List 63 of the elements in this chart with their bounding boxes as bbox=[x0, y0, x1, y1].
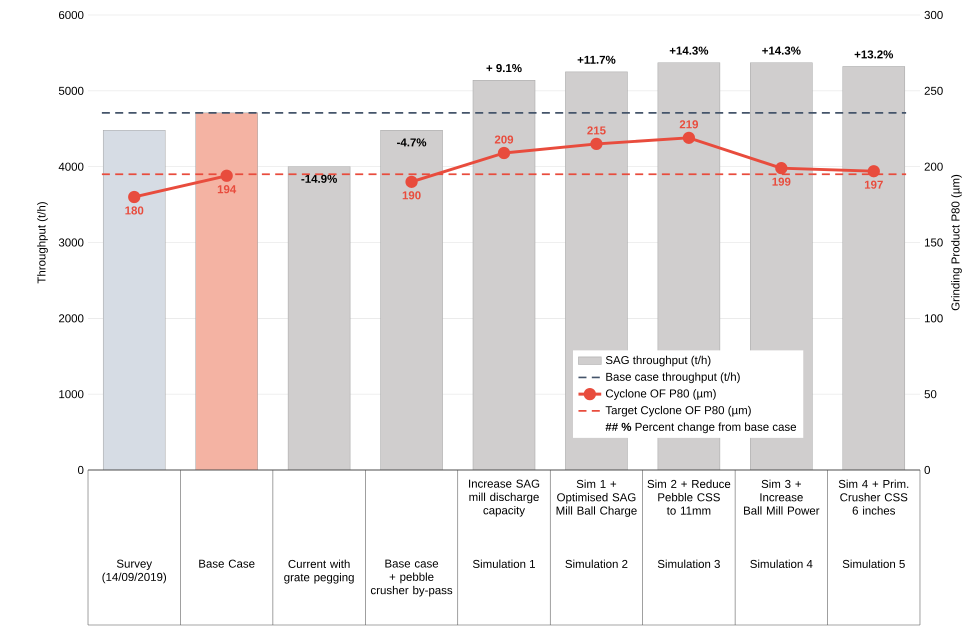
annotation: +13.2% bbox=[854, 50, 894, 58]
y2-tick-label: 200 bbox=[924, 162, 943, 171]
annotation: +14.3% bbox=[670, 46, 708, 55]
bar bbox=[472, 80, 536, 470]
y-tick-label: 1000 bbox=[59, 390, 84, 398]
text: Simulation 1 bbox=[472, 560, 535, 568]
annotation: ## % Percent change from base case bbox=[606, 422, 796, 434]
legend-label: Base case throughput (t/h) bbox=[606, 372, 740, 384]
text: Simulation 3 bbox=[658, 560, 720, 568]
x-tick-label: Increase SAG mill discharge capacity bbox=[469, 480, 540, 517]
annotation: -14.9% bbox=[301, 174, 337, 183]
y-tick-label: 3000 bbox=[58, 238, 84, 247]
y2-axis-title: Grinding Product P80 (µm) bbox=[951, 174, 962, 310]
data-label: 194 bbox=[218, 185, 236, 194]
point bbox=[128, 190, 140, 204]
x-tick-label: Sim 1 + Optimised SAG Mill Ball Charge bbox=[556, 480, 637, 517]
data-label: 215 bbox=[587, 126, 606, 134]
text: Simulation 4 bbox=[750, 560, 813, 568]
legend-label: Cyclone OF P80 (µm) bbox=[606, 389, 716, 400]
y2-tick-label: 150 bbox=[924, 238, 943, 247]
y-axis-title: Throughput (t/h) bbox=[37, 202, 48, 284]
x-tick-label: Base case + pebble crusher by-pass bbox=[370, 560, 452, 597]
y2-tick-label: 100 bbox=[924, 314, 943, 322]
bar bbox=[288, 166, 350, 470]
bar bbox=[380, 130, 443, 470]
point bbox=[868, 165, 880, 178]
y-tick-label: 6000 bbox=[59, 10, 84, 20]
y2-tick-label: 300 bbox=[924, 10, 943, 20]
data-label: 219 bbox=[680, 120, 698, 128]
y2-tick-label: 0 bbox=[924, 466, 930, 474]
y-tick-label: 2000 bbox=[59, 314, 84, 322]
data-label: 199 bbox=[772, 178, 790, 186]
legend-label: SAG throughput (t/h) bbox=[606, 356, 710, 366]
x-tick-label: Base Case bbox=[199, 560, 255, 568]
annotation: + 9.1% bbox=[486, 64, 522, 72]
text: Simulation 5 bbox=[842, 560, 905, 568]
point bbox=[498, 146, 510, 160]
annotation: +14.3% bbox=[762, 46, 801, 55]
y2-tick-label: 50 bbox=[924, 390, 936, 398]
bar bbox=[195, 112, 258, 470]
data-label: 209 bbox=[494, 135, 514, 144]
x-tick-label: Sim 4 + Prim. Crusher CSS 6 inches bbox=[838, 480, 908, 515]
y2-tick-label: 250 bbox=[924, 86, 943, 95]
data-label: 197 bbox=[864, 180, 883, 189]
point bbox=[682, 132, 696, 144]
y-tick-label: 4000 bbox=[58, 162, 84, 171]
data-label: 190 bbox=[402, 191, 421, 200]
bar bbox=[842, 66, 906, 470]
annotation: +11.7% bbox=[578, 56, 616, 64]
y-tick-label: 5000 bbox=[58, 86, 84, 95]
x-tick-label: Current with grate pegging bbox=[284, 560, 354, 584]
point bbox=[220, 170, 233, 182]
legend-label: Target Cyclone OF P80 (µm) bbox=[606, 406, 751, 417]
text: Simulation 2 bbox=[565, 560, 628, 568]
annotation: -4.7% bbox=[397, 138, 426, 146]
data-label: 180 bbox=[125, 206, 144, 215]
x-tick-label: Sim 3 + Increase Ball Mill Power bbox=[744, 480, 820, 515]
x-tick-label: Sim 2 + Reduce Pebble CSS to 11mm bbox=[648, 480, 730, 515]
point bbox=[405, 176, 418, 188]
y-tick-label: 0 bbox=[78, 466, 84, 474]
x-tick-label: Survey (14/09/2019) bbox=[102, 560, 166, 584]
point bbox=[590, 138, 603, 150]
point bbox=[775, 162, 788, 174]
